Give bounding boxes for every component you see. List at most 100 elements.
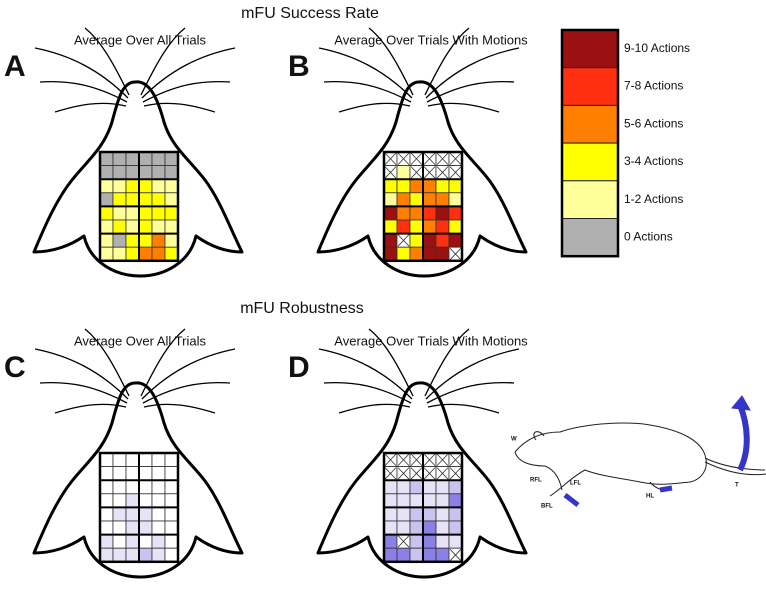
grid-cell bbox=[138, 246, 153, 262]
grid-cell bbox=[409, 246, 424, 262]
grid-cell bbox=[112, 466, 127, 481]
grid-cell bbox=[99, 506, 114, 522]
grid-cell bbox=[383, 246, 398, 262]
panel-subtitle: Average Over Trials With Motions bbox=[334, 32, 528, 47]
grid-cell bbox=[151, 151, 166, 167]
grid-cell bbox=[138, 506, 153, 522]
grid-cell bbox=[164, 151, 179, 167]
grid-cell bbox=[138, 151, 153, 167]
cell-cross bbox=[384, 166, 397, 179]
legend-label: 9-10 Actions bbox=[624, 41, 690, 55]
grid-cell bbox=[112, 246, 127, 262]
grid-cell bbox=[435, 534, 450, 549]
grid-cell bbox=[112, 233, 127, 248]
cell-cross bbox=[410, 166, 423, 179]
grid-cell bbox=[125, 466, 140, 481]
grid-cell bbox=[138, 205, 153, 221]
grid-cell bbox=[448, 520, 463, 536]
grid-border bbox=[98, 150, 180, 263]
grid-cell bbox=[151, 493, 166, 508]
cell-cross bbox=[436, 166, 449, 179]
cell-cross bbox=[397, 152, 410, 165]
cell-cross bbox=[410, 152, 423, 165]
grid-cell bbox=[409, 233, 424, 248]
grid-cell bbox=[151, 178, 166, 194]
grid-cell bbox=[99, 178, 114, 194]
grid-cell bbox=[448, 233, 463, 248]
grid-cell bbox=[138, 219, 153, 235]
panel-subtitle: Average Over Trials With Motions bbox=[334, 333, 528, 348]
grid-cell bbox=[125, 178, 140, 194]
grid-cell bbox=[112, 520, 127, 536]
grid-cell bbox=[409, 479, 424, 495]
grid-cell bbox=[151, 520, 166, 536]
grid-cell bbox=[112, 506, 127, 522]
grid-cell bbox=[138, 547, 153, 563]
grid-cell bbox=[422, 219, 437, 235]
cell-cross bbox=[449, 467, 462, 480]
grid-cell bbox=[435, 205, 450, 221]
grid-cell bbox=[151, 205, 166, 221]
cell-cross bbox=[384, 467, 397, 480]
legend-swatch bbox=[561, 218, 619, 257]
grid-cell bbox=[448, 534, 463, 549]
grid-cell bbox=[125, 151, 140, 167]
grid-cell bbox=[422, 192, 437, 207]
cell-cross bbox=[397, 453, 410, 466]
grid-cell bbox=[99, 192, 114, 207]
grid-cell bbox=[99, 534, 114, 549]
grid-cell bbox=[138, 233, 153, 248]
grid-cell bbox=[383, 479, 398, 495]
grid-cell bbox=[422, 233, 437, 248]
grid-cell bbox=[99, 165, 114, 180]
grid-cell bbox=[422, 479, 437, 495]
grid-cell bbox=[422, 547, 437, 563]
cell-cross bbox=[449, 548, 462, 562]
grid-cell bbox=[151, 246, 166, 262]
cell-cross bbox=[397, 467, 410, 480]
grid-border bbox=[382, 451, 464, 564]
grid-cell bbox=[112, 547, 127, 563]
grid-border bbox=[382, 150, 464, 263]
grid-cell bbox=[112, 205, 127, 221]
grid-cell bbox=[125, 205, 140, 221]
grid-cell bbox=[164, 466, 179, 481]
grid-cell bbox=[383, 219, 398, 235]
panel-letter: B bbox=[288, 50, 310, 83]
grid-cell bbox=[112, 151, 127, 167]
grid-cell bbox=[112, 479, 127, 495]
grid-cell bbox=[422, 246, 437, 262]
grid-cell bbox=[138, 479, 153, 495]
grid-cell bbox=[383, 178, 398, 194]
grid-cell bbox=[422, 534, 437, 549]
cell-cross bbox=[449, 166, 462, 179]
grid-cell bbox=[435, 479, 450, 495]
grid-cell bbox=[409, 520, 424, 536]
grid-cell bbox=[409, 178, 424, 194]
cell-cross bbox=[384, 152, 397, 165]
grid-cell bbox=[383, 547, 398, 563]
grid-cell bbox=[112, 534, 127, 549]
grid-cell bbox=[164, 493, 179, 508]
grid-cell bbox=[448, 205, 463, 221]
grid-cell bbox=[396, 178, 411, 194]
grid-cell bbox=[396, 493, 411, 508]
grid-cell bbox=[151, 466, 166, 481]
grid-cell bbox=[396, 219, 411, 235]
grid-cell bbox=[164, 205, 179, 221]
legend-label: 1-2 Actions bbox=[624, 192, 683, 206]
grid-cell bbox=[448, 479, 463, 495]
grid-cell bbox=[112, 178, 127, 194]
grid-cell bbox=[151, 534, 166, 549]
grid-cell bbox=[112, 192, 127, 207]
grid-cell bbox=[396, 205, 411, 221]
rat-label: LFL bbox=[570, 481, 581, 487]
grid-cell bbox=[435, 192, 450, 207]
grid-cell bbox=[409, 534, 424, 549]
grid-cell bbox=[435, 520, 450, 536]
grid-cell bbox=[151, 547, 166, 563]
grid-cell bbox=[383, 520, 398, 536]
grid-cell bbox=[99, 479, 114, 495]
grid-cell bbox=[99, 151, 114, 167]
